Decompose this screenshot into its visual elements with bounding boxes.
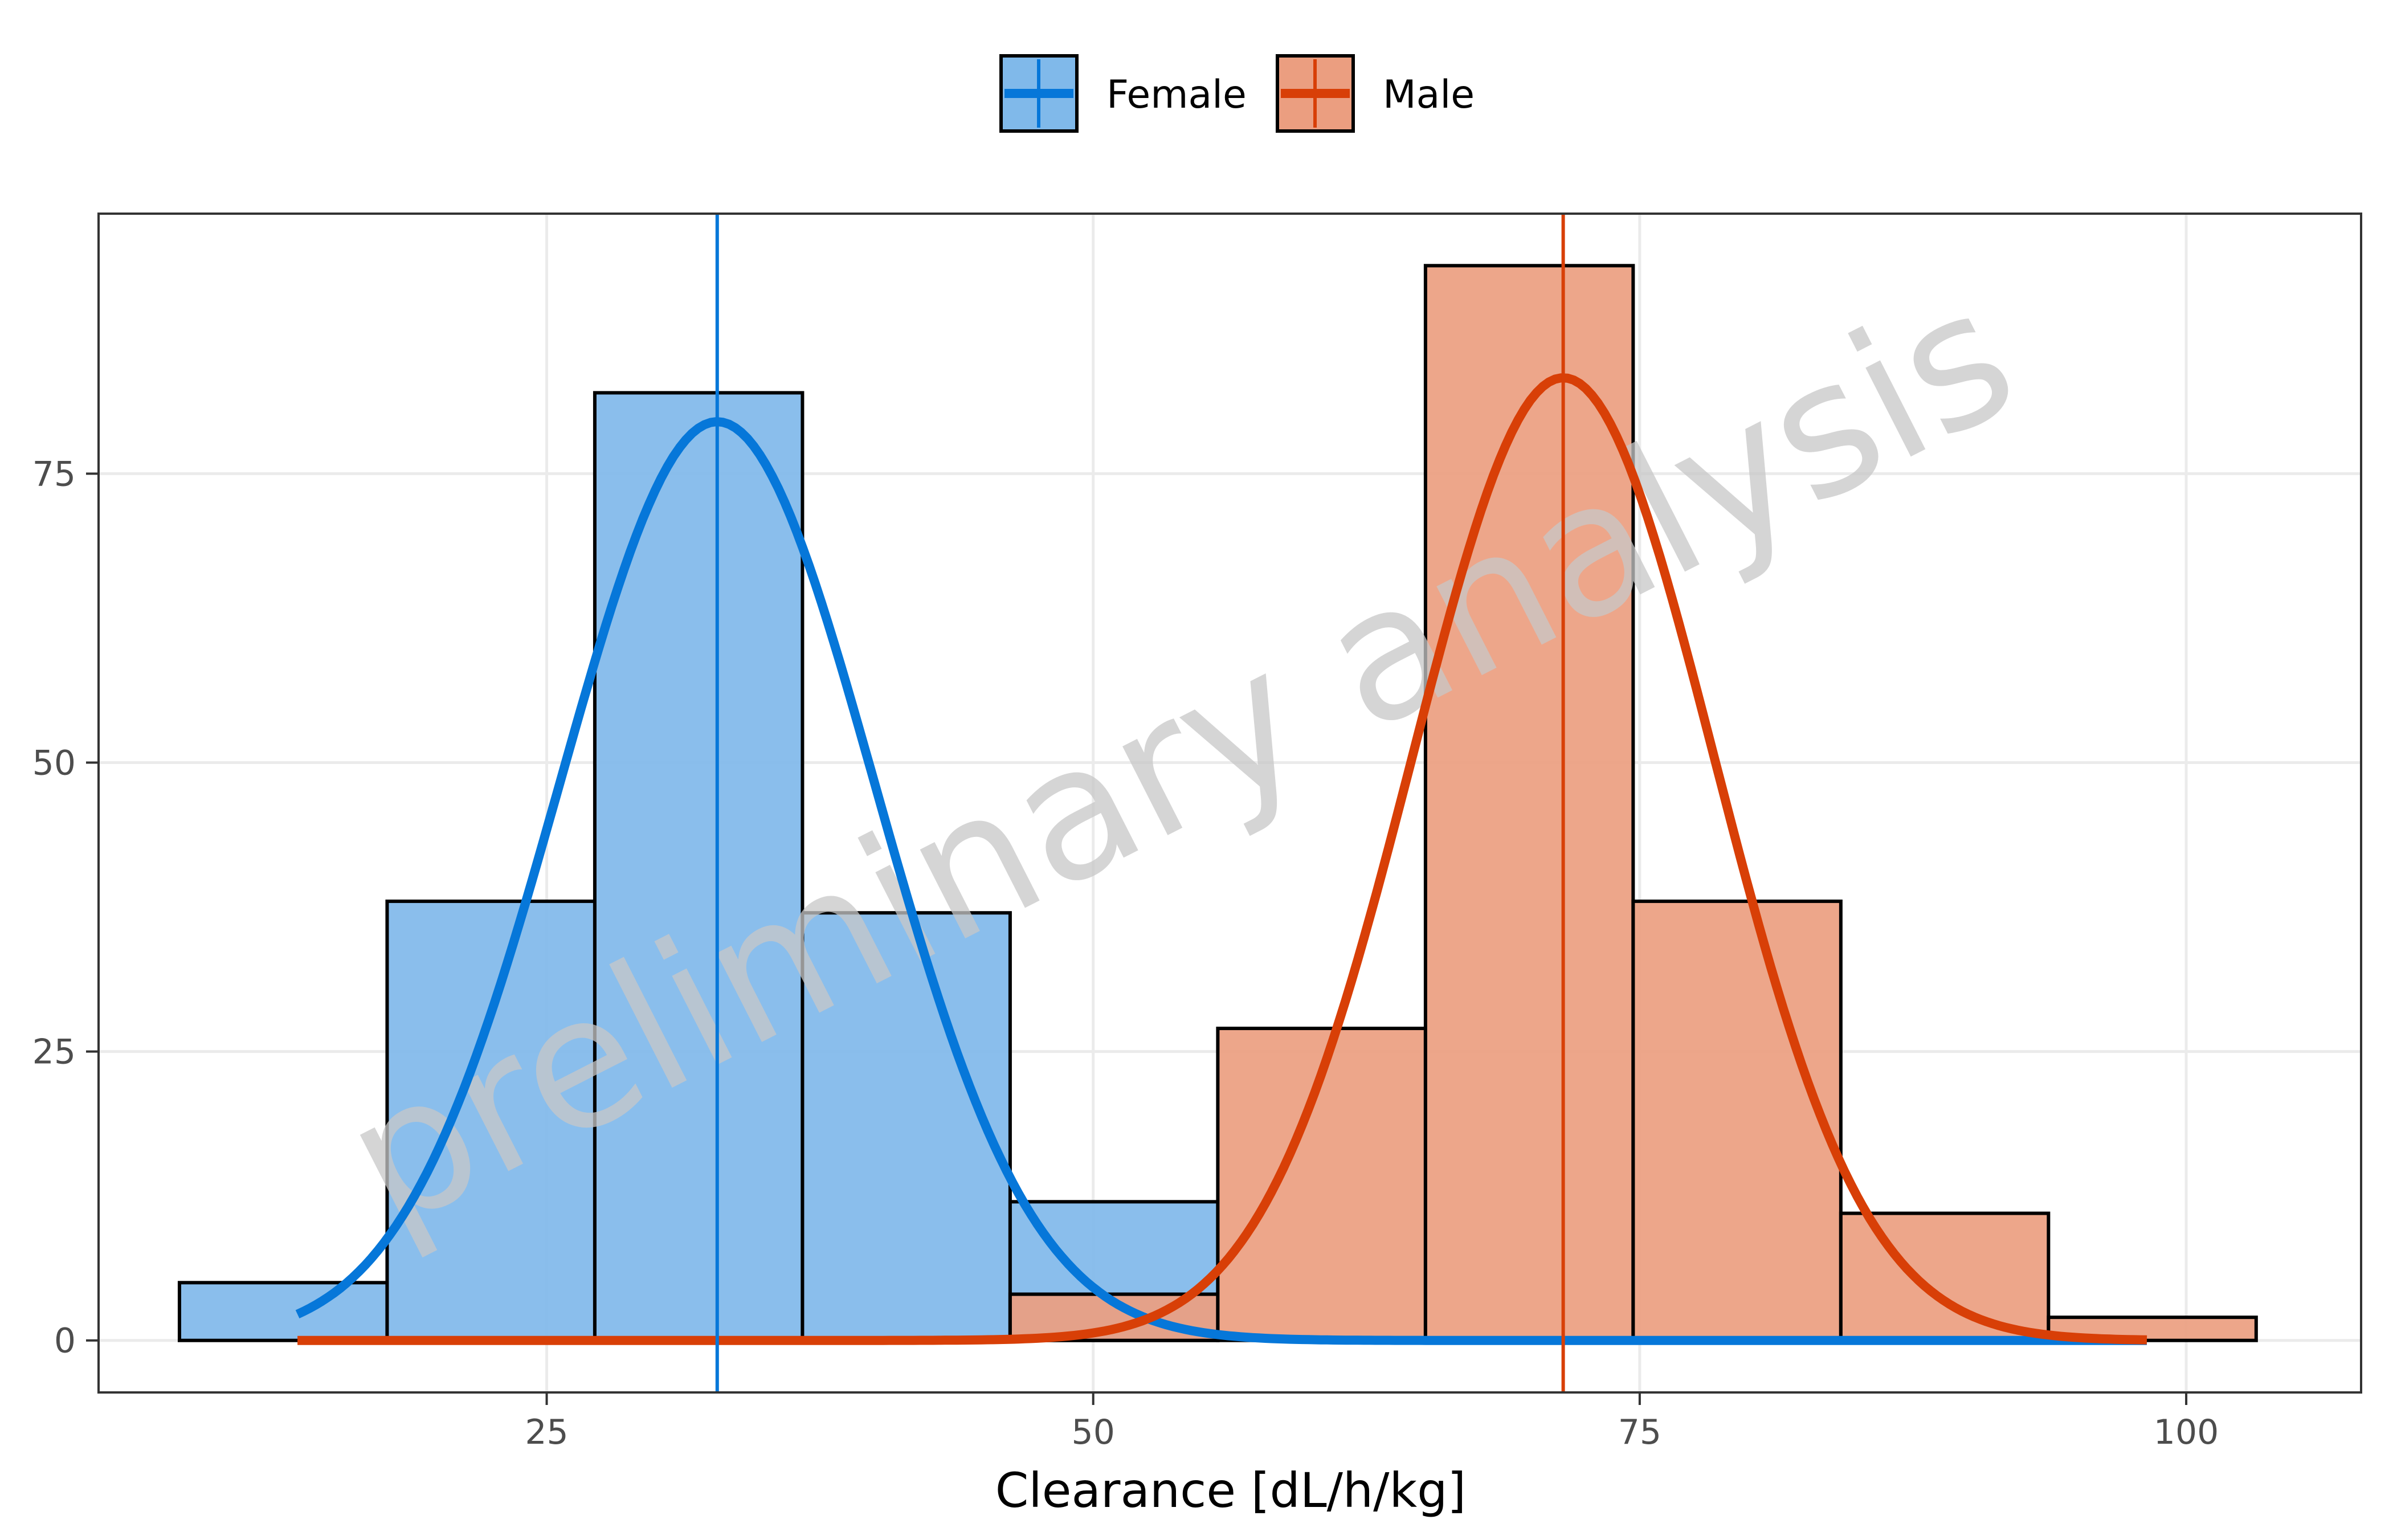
legend-item-female: Female [999,54,1247,133]
y-tick-label-75: 75 [32,454,76,494]
x-axis-title: Clearance [dL/h/kg] [995,1463,1466,1518]
legend-label-female: Female [1106,72,1247,117]
y-axis: 0 25 50 75 [32,454,99,1361]
bars [177,264,2258,1342]
density-curve-female [295,417,2147,1345]
panel-border [97,213,2362,1394]
legend-label-male: Male [1383,72,1475,117]
y-tick-label-0: 0 [54,1321,76,1361]
y-tick-label-50: 50 [32,744,76,783]
legend: Female Male [999,54,1475,133]
x-tick-label-50: 50 [1072,1412,1115,1452]
legend-item-male: Male [1276,54,1475,133]
bar-female-2 [593,391,805,1342]
density-curves [295,373,2147,1345]
x-tick-label-25: 25 [525,1412,568,1452]
bar-female-3 [801,911,1012,1342]
mean-lines [715,214,1565,1392]
bar-female-0 [177,1281,389,1342]
x-tick-label-75: 75 [1618,1412,1661,1452]
x-tick-label-100: 100 [2154,1412,2219,1452]
bar-male-3 [1631,899,1843,1342]
bar-male-4 [1839,1211,2051,1342]
bar-female-1 [385,899,597,1342]
y-tick-label-25: 25 [32,1032,76,1072]
x-axis: 25 50 75 100 [525,1392,2219,1452]
density-curve-male [297,373,2147,1345]
bar-male-2 [1423,264,1635,1342]
